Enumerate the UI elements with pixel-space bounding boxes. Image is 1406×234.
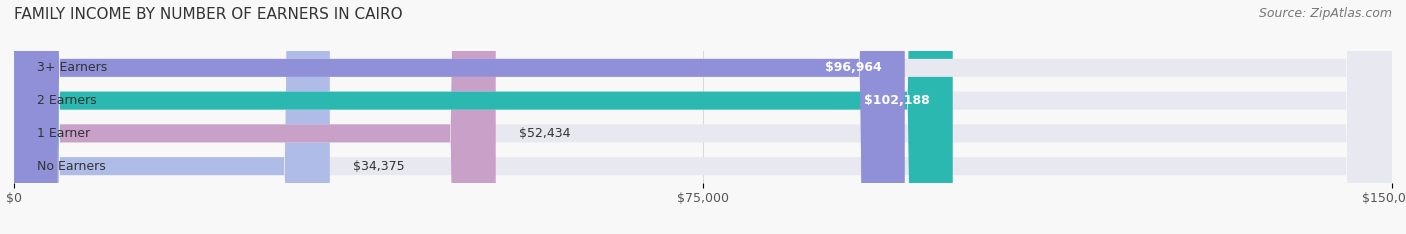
- FancyBboxPatch shape: [14, 0, 1392, 234]
- Text: 1 Earner: 1 Earner: [37, 127, 90, 140]
- Text: $52,434: $52,434: [519, 127, 571, 140]
- Text: $34,375: $34,375: [353, 160, 405, 173]
- FancyBboxPatch shape: [14, 0, 330, 234]
- Text: 2 Earners: 2 Earners: [37, 94, 97, 107]
- FancyBboxPatch shape: [14, 0, 1392, 234]
- Text: $96,964: $96,964: [825, 61, 882, 74]
- FancyBboxPatch shape: [14, 0, 953, 234]
- Text: FAMILY INCOME BY NUMBER OF EARNERS IN CAIRO: FAMILY INCOME BY NUMBER OF EARNERS IN CA…: [14, 7, 402, 22]
- Text: 3+ Earners: 3+ Earners: [37, 61, 107, 74]
- Text: $102,188: $102,188: [865, 94, 929, 107]
- Text: No Earners: No Earners: [37, 160, 105, 173]
- FancyBboxPatch shape: [14, 0, 904, 234]
- FancyBboxPatch shape: [14, 0, 1392, 234]
- FancyBboxPatch shape: [14, 0, 1392, 234]
- FancyBboxPatch shape: [14, 0, 496, 234]
- Text: Source: ZipAtlas.com: Source: ZipAtlas.com: [1258, 7, 1392, 20]
